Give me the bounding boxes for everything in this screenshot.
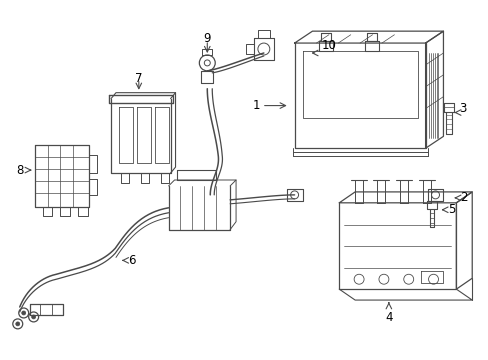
Text: 8: 8 bbox=[16, 163, 24, 176]
Text: 10: 10 bbox=[321, 39, 336, 51]
Text: 4: 4 bbox=[385, 311, 392, 324]
Circle shape bbox=[32, 315, 36, 319]
Circle shape bbox=[21, 311, 26, 315]
Text: 1: 1 bbox=[252, 99, 259, 112]
Text: 9: 9 bbox=[203, 32, 211, 45]
Circle shape bbox=[16, 322, 20, 326]
Text: 7: 7 bbox=[135, 72, 142, 85]
Text: 6: 6 bbox=[128, 254, 135, 267]
Text: 3: 3 bbox=[458, 102, 466, 115]
Text: 2: 2 bbox=[459, 192, 467, 204]
Text: 5: 5 bbox=[447, 203, 455, 216]
